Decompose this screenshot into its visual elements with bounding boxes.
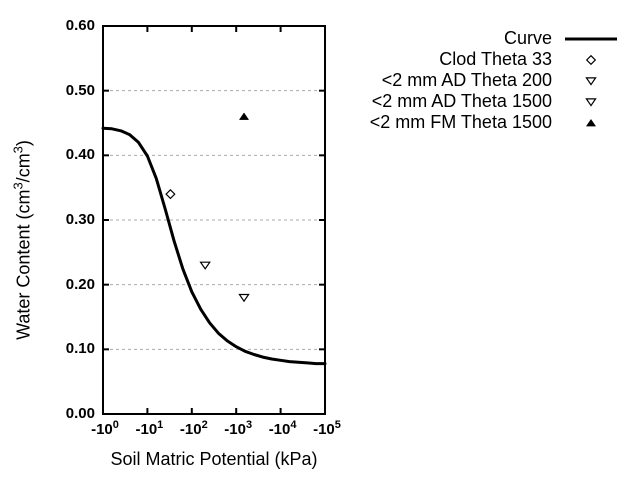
- y-axis-title: Water Content (cm3/cm3): [10, 140, 34, 340]
- legend-marker-triangle-up-filled-icon: [552, 117, 630, 129]
- legend-entry-label: <2 mm AD Theta 1500: [371, 91, 552, 111]
- triangle-down-open-glyph: [585, 76, 597, 86]
- legend-marker-diamond-open-icon: [552, 54, 630, 66]
- y-tick-label: 0.00: [65, 405, 95, 422]
- legend-entry: Curve: [312, 28, 630, 49]
- y-tick-label: 0.50: [65, 81, 95, 99]
- x-tick-label: -101: [135, 419, 164, 438]
- data-point-clod-theta-33: [165, 188, 176, 200]
- x-tick-label: -103: [224, 419, 253, 438]
- legend-entry: <2 mm AD Theta 1500: [312, 91, 630, 112]
- curve-line: [101, 126, 327, 366]
- legend-entry-label: Curve: [503, 28, 552, 48]
- y-tick-label: 0.30: [65, 211, 95, 228]
- y-tick-label: 0.40: [65, 146, 95, 164]
- diamond-open-glyph: [585, 54, 597, 65]
- legend: Curve Clod Theta 33 <2 mm AD Theta 200 <2 m…: [312, 28, 630, 133]
- legend-entry: <2 mm AD Theta 200: [312, 70, 630, 91]
- x-tick-label: -102: [179, 419, 208, 438]
- x-axis-title: Soil Matric Potential (kPa): [110, 449, 318, 469]
- x-tick-label: -100: [91, 419, 119, 438]
- legend-marker-line-icon: [552, 33, 630, 45]
- legend-entry-label: <2 mm AD Theta 200: [381, 70, 552, 90]
- legend-entry: Clod Theta 33: [312, 49, 630, 70]
- legend-marker-triangle-down-open-icon: [552, 75, 630, 87]
- legend-entry-label: <2 mm FM Theta 1500: [369, 112, 552, 132]
- legend-entry: <2 mm FM Theta 1500: [312, 112, 630, 133]
- data-point--2-mm-ad-theta-1500: [238, 293, 250, 303]
- y-tick-label: 0.10: [65, 340, 95, 358]
- y-tick-label: 0.20: [65, 275, 95, 293]
- data-point--2-mm-ad-theta-200: [199, 261, 211, 270]
- legend-entry-label: Clod Theta 33: [439, 49, 552, 69]
- x-tick-label: -104: [268, 419, 297, 438]
- triangle-down-open-glyph: [585, 97, 597, 107]
- y-tick-label: 0.60: [65, 17, 95, 34]
- x-tick-label: -105: [313, 419, 341, 438]
- legend-marker-triangle-down-open-icon: [552, 96, 630, 108]
- triangle-up-filled-glyph: [585, 118, 597, 126]
- data-point--2-mm-fm-theta-1500: [238, 112, 250, 120]
